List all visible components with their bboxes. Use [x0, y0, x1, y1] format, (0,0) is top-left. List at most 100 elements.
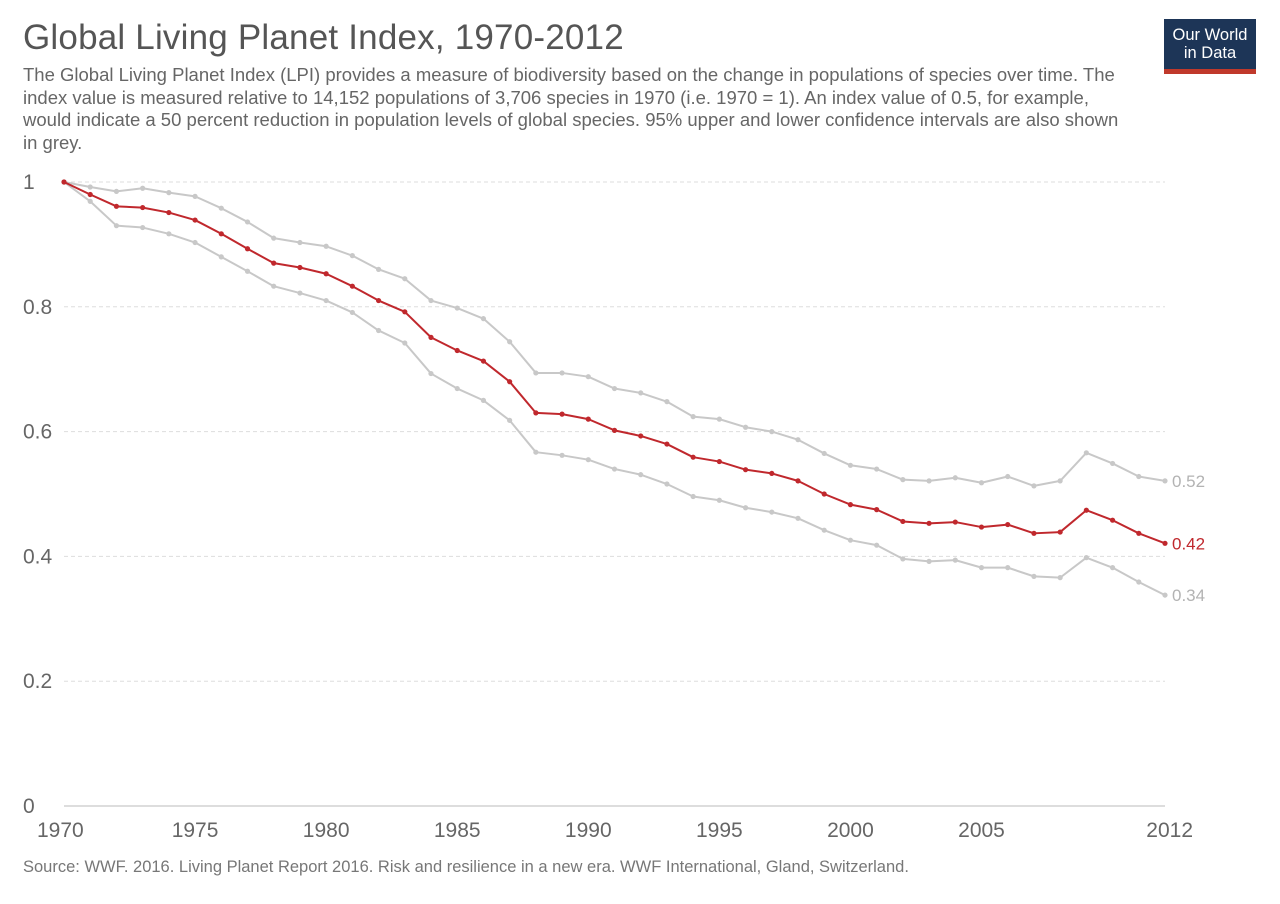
data-point-upper[interactable]: [428, 297, 434, 304]
data-point-index[interactable]: [716, 458, 722, 465]
data-point-upper[interactable]: [297, 239, 303, 246]
data-point-index[interactable]: [638, 433, 644, 439]
our-world-in-data-logo[interactable]: Our World in Data: [1164, 19, 1256, 74]
data-point-index[interactable]: [821, 491, 827, 497]
data-point-index[interactable]: [140, 204, 146, 211]
data-point-index[interactable]: [87, 191, 93, 198]
data-point-index[interactable]: [1136, 530, 1142, 536]
data-point-lower[interactable]: [1083, 555, 1089, 561]
data-point-index[interactable]: [690, 454, 696, 460]
data-point-index[interactable]: [559, 411, 565, 417]
series-line-upper[interactable]: [63, 181, 1166, 487]
data-point-upper[interactable]: [218, 205, 224, 211]
data-point-lower[interactable]: [664, 481, 670, 487]
data-point-upper[interactable]: [375, 266, 382, 272]
data-point-upper[interactable]: [1162, 478, 1168, 484]
data-point-index[interactable]: [375, 297, 382, 304]
data-point-upper[interactable]: [271, 235, 277, 241]
data-point-upper[interactable]: [507, 339, 513, 345]
data-point-upper[interactable]: [926, 478, 932, 484]
data-point-upper[interactable]: [533, 370, 539, 376]
data-point-lower[interactable]: [271, 283, 277, 289]
data-point-index[interactable]: [926, 520, 932, 526]
data-point-lower[interactable]: [323, 297, 329, 304]
data-point-index[interactable]: [349, 283, 355, 289]
data-point-index[interactable]: [1083, 507, 1089, 513]
data-point-lower[interactable]: [847, 537, 854, 543]
data-point-lower[interactable]: [533, 449, 539, 455]
data-point-lower[interactable]: [900, 556, 906, 562]
data-point-lower[interactable]: [454, 385, 460, 392]
data-point-index[interactable]: [900, 518, 906, 525]
data-point-upper[interactable]: [664, 399, 670, 405]
data-point-index[interactable]: [113, 203, 120, 209]
data-point-upper[interactable]: [769, 429, 775, 435]
data-point-lower[interactable]: [821, 527, 827, 533]
data-point-upper[interactable]: [638, 390, 644, 396]
data-point-index[interactable]: [664, 441, 670, 447]
data-point-lower[interactable]: [166, 231, 172, 237]
data-point-index[interactable]: [244, 246, 251, 252]
data-point-upper[interactable]: [1109, 460, 1116, 467]
data-point-index[interactable]: [480, 358, 487, 364]
series-line-index[interactable]: [63, 181, 1166, 545]
data-point-lower[interactable]: [769, 509, 775, 515]
data-point-upper[interactable]: [611, 385, 618, 392]
data-point-lower[interactable]: [716, 497, 722, 503]
data-point-index[interactable]: [874, 507, 880, 513]
data-point-upper[interactable]: [585, 374, 591, 380]
data-point-upper[interactable]: [952, 475, 958, 481]
data-point-lower[interactable]: [585, 457, 591, 463]
data-point-lower[interactable]: [375, 327, 382, 334]
data-point-lower[interactable]: [1136, 579, 1142, 585]
data-point-upper[interactable]: [900, 477, 906, 483]
data-point-index[interactable]: [1109, 517, 1116, 523]
data-point-index[interactable]: [1057, 529, 1063, 535]
data-point-lower[interactable]: [1031, 573, 1037, 579]
data-point-lower[interactable]: [87, 198, 93, 204]
data-point-lower[interactable]: [402, 340, 408, 346]
data-point-index[interactable]: [271, 260, 277, 266]
data-point-index[interactable]: [1031, 530, 1037, 536]
data-point-lower[interactable]: [428, 370, 434, 377]
data-point-lower[interactable]: [1109, 565, 1116, 571]
data-point-index[interactable]: [769, 470, 775, 477]
data-point-index[interactable]: [323, 271, 329, 277]
data-point-upper[interactable]: [166, 190, 172, 196]
data-point-lower[interactable]: [978, 565, 985, 571]
data-point-upper[interactable]: [349, 253, 355, 259]
data-point-upper[interactable]: [192, 193, 198, 199]
data-point-lower[interactable]: [874, 542, 880, 548]
data-point-upper[interactable]: [140, 185, 146, 191]
data-point-upper[interactable]: [113, 188, 120, 194]
data-point-index[interactable]: [192, 217, 198, 223]
data-point-upper[interactable]: [874, 466, 880, 472]
data-point-index[interactable]: [402, 309, 408, 315]
data-point-upper[interactable]: [402, 276, 408, 282]
data-point-lower[interactable]: [244, 268, 251, 274]
data-point-upper[interactable]: [847, 462, 854, 468]
data-point-index[interactable]: [61, 179, 67, 185]
data-point-lower[interactable]: [559, 452, 565, 458]
data-point-upper[interactable]: [87, 184, 93, 190]
data-point-lower[interactable]: [1005, 565, 1011, 571]
data-point-upper[interactable]: [978, 480, 985, 486]
data-point-index[interactable]: [611, 427, 618, 433]
data-point-upper[interactable]: [454, 305, 460, 311]
data-point-index[interactable]: [585, 416, 591, 422]
data-point-lower[interactable]: [1162, 592, 1168, 598]
data-point-index[interactable]: [795, 478, 801, 484]
data-point-lower[interactable]: [297, 290, 303, 296]
data-point-index[interactable]: [166, 209, 172, 216]
data-point-upper[interactable]: [323, 243, 329, 249]
data-point-lower[interactable]: [1057, 575, 1063, 581]
data-point-upper[interactable]: [821, 450, 827, 457]
data-point-lower[interactable]: [742, 505, 749, 511]
data-point-index[interactable]: [428, 334, 434, 340]
data-point-lower[interactable]: [952, 557, 958, 563]
data-point-lower[interactable]: [795, 515, 801, 521]
data-point-index[interactable]: [742, 467, 749, 473]
data-point-index[interactable]: [454, 347, 460, 354]
data-point-upper[interactable]: [559, 370, 565, 376]
data-point-upper[interactable]: [690, 414, 696, 420]
